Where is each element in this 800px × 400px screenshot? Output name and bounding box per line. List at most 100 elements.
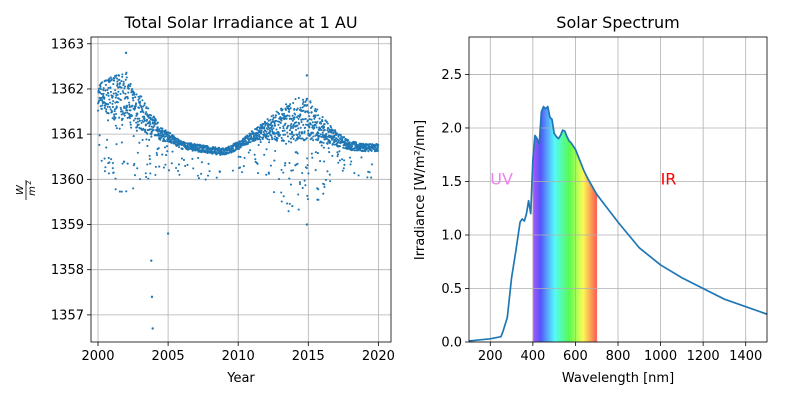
tsi-point bbox=[263, 132, 266, 135]
visible-band-strip bbox=[582, 169, 585, 342]
tsi-point bbox=[330, 138, 334, 141]
tsi-point bbox=[292, 123, 295, 126]
tsi-point bbox=[320, 128, 323, 132]
tsi-point bbox=[302, 123, 305, 126]
tsi-point bbox=[165, 145, 169, 148]
tsi-point bbox=[309, 123, 312, 126]
tsi-point bbox=[306, 103, 309, 107]
tsi-point bbox=[118, 127, 121, 130]
tsi-point bbox=[177, 163, 180, 166]
tsi-point bbox=[327, 147, 330, 150]
visible-band-strip bbox=[561, 131, 564, 342]
tsi-point bbox=[103, 106, 106, 109]
tsi-point bbox=[196, 174, 199, 177]
tsi-point bbox=[115, 106, 118, 109]
tsi-point bbox=[104, 104, 107, 107]
spectrum-ytick-label: 2.5 bbox=[441, 68, 462, 83]
tsi-point bbox=[295, 121, 298, 124]
tsi-point bbox=[142, 111, 145, 114]
tsi-point bbox=[260, 131, 263, 134]
visible-band-strip bbox=[567, 139, 570, 342]
tsi-point bbox=[138, 141, 141, 144]
tsi-point bbox=[274, 116, 277, 119]
tsi-point bbox=[117, 90, 120, 93]
tsi-point bbox=[206, 174, 210, 177]
tsi-point bbox=[149, 128, 152, 131]
tsi-point bbox=[314, 114, 317, 117]
tsi-point bbox=[296, 162, 299, 165]
tsi-point bbox=[317, 132, 320, 135]
visible-band-strip bbox=[564, 132, 567, 342]
tsi-point bbox=[102, 94, 105, 98]
tsi-point bbox=[126, 162, 129, 165]
spectrum-xtick-label: 600 bbox=[563, 349, 588, 364]
tsi-point bbox=[282, 133, 285, 136]
tsi-point bbox=[308, 126, 311, 129]
tsi-point bbox=[197, 177, 200, 180]
tsi-point bbox=[99, 85, 102, 88]
tsi-point bbox=[299, 126, 302, 129]
tsi-point bbox=[337, 153, 340, 156]
visible-band-strip bbox=[581, 166, 584, 342]
tsi-point bbox=[143, 119, 146, 122]
visible-band-strip bbox=[593, 189, 595, 342]
tsi-point bbox=[151, 327, 154, 330]
tsi-title: Total Solar Irradiance at 1 AU bbox=[123, 13, 357, 32]
tsi-point bbox=[98, 143, 101, 146]
visible-band-strip bbox=[547, 109, 550, 342]
tsi-point bbox=[135, 93, 138, 96]
visible-band-strip bbox=[556, 137, 558, 342]
tsi-point bbox=[112, 99, 115, 103]
tsi-point bbox=[132, 135, 135, 138]
tsi-point bbox=[129, 82, 132, 85]
tsi-point bbox=[294, 97, 297, 101]
tsi-point bbox=[164, 140, 167, 143]
tsi-point bbox=[237, 147, 241, 151]
tsi-point bbox=[326, 122, 329, 125]
tsi-point bbox=[292, 134, 295, 137]
visible-band-strip bbox=[591, 185, 593, 342]
tsi-point bbox=[184, 142, 187, 145]
tsi-point bbox=[144, 123, 147, 126]
tsi-point bbox=[132, 187, 135, 190]
tsi-point bbox=[101, 104, 104, 107]
tsi-point bbox=[120, 190, 123, 193]
tsi-point bbox=[283, 129, 286, 132]
tsi-point bbox=[302, 118, 305, 121]
tsi-point bbox=[166, 232, 170, 235]
tsi-point bbox=[107, 87, 110, 90]
tsi-point bbox=[326, 142, 329, 145]
tsi-point bbox=[114, 112, 118, 116]
tsi-point bbox=[248, 140, 251, 144]
visible-band-strip bbox=[559, 136, 561, 342]
tsi-point bbox=[279, 121, 282, 125]
tsi-point bbox=[319, 133, 322, 136]
tsi-point bbox=[305, 223, 309, 226]
visible-band-strip bbox=[537, 140, 539, 342]
tsi-point bbox=[125, 105, 128, 109]
tsi-point bbox=[323, 129, 326, 132]
tsi-point bbox=[294, 128, 298, 131]
tsi-point bbox=[108, 98, 111, 101]
visible-band-strip bbox=[592, 187, 594, 342]
tsi-point bbox=[359, 149, 362, 152]
visible-band-strip bbox=[585, 173, 587, 342]
tsi-point bbox=[138, 119, 141, 122]
tsi-point bbox=[354, 147, 357, 150]
tsi-point bbox=[265, 148, 268, 151]
tsi-point bbox=[338, 159, 341, 162]
tsi-point bbox=[288, 104, 291, 108]
tsi-point bbox=[301, 171, 304, 175]
tsi-point bbox=[144, 172, 147, 175]
tsi-point bbox=[282, 171, 285, 174]
spectrum-ticks: 200 400 600 800 1000 1200 1400 0.0 0.5 1.0 1.5 2.0 2… bbox=[441, 68, 762, 364]
tsi-point bbox=[180, 140, 183, 143]
tsi-point bbox=[133, 93, 136, 96]
tsi-point bbox=[271, 138, 274, 141]
tsi-point bbox=[114, 89, 117, 92]
tsi-point bbox=[276, 137, 279, 140]
tsi-point bbox=[168, 138, 171, 141]
tsi-point bbox=[296, 124, 299, 127]
tsi-point bbox=[106, 79, 109, 82]
tsi-point bbox=[291, 114, 294, 117]
